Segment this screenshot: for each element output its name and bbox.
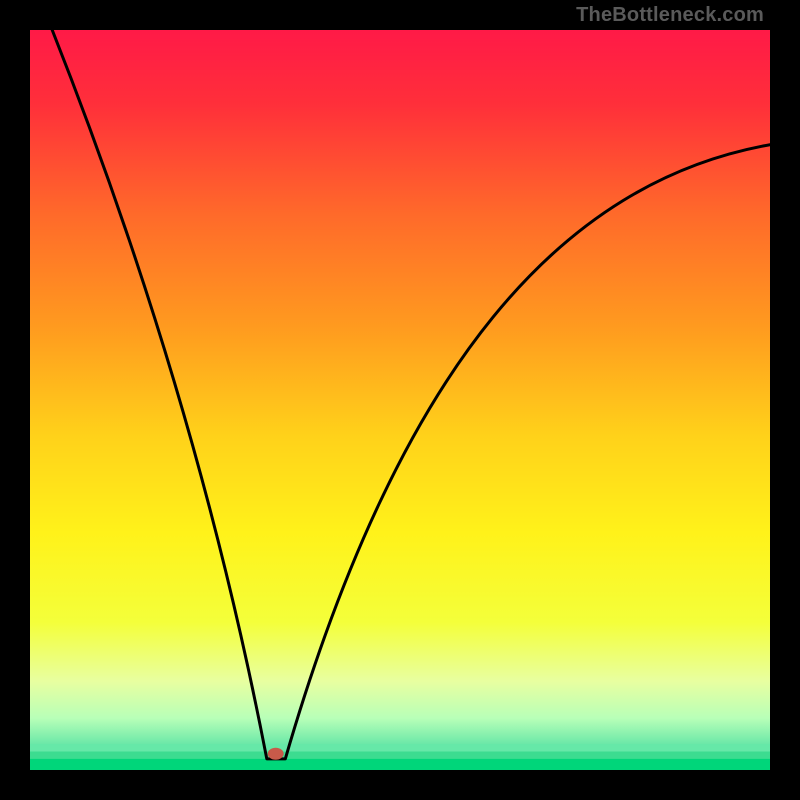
optimum-marker bbox=[268, 748, 284, 760]
bottom-band-2 bbox=[30, 759, 770, 770]
bottom-band-1 bbox=[30, 752, 770, 759]
chart-frame: TheBottleneck.com bbox=[0, 0, 800, 800]
chart-svg bbox=[0, 0, 800, 800]
watermark-text: TheBottleneck.com bbox=[576, 4, 764, 27]
plot-background bbox=[30, 30, 770, 770]
bottom-band-0 bbox=[30, 744, 770, 751]
